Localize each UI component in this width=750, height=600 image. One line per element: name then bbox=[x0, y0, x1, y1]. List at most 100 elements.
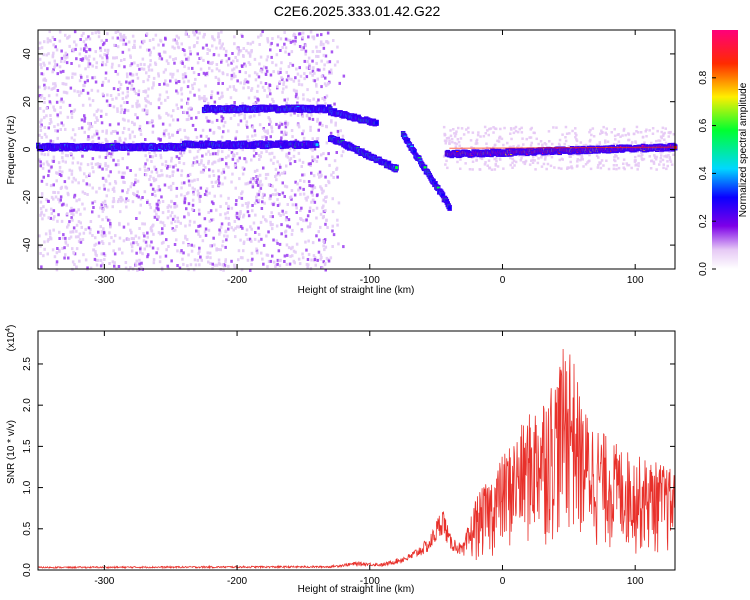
spectrogram-noise-cell bbox=[50, 120, 53, 124]
spectrogram-noise-cell bbox=[311, 69, 315, 73]
spectrogram-noise-cell bbox=[254, 231, 257, 234]
spectrogram-noise-cell bbox=[158, 55, 162, 59]
spectrogram-noise-cell bbox=[541, 143, 544, 146]
spectrogram-noise-cell bbox=[316, 193, 319, 197]
spectrogram-noise-cell bbox=[641, 136, 645, 139]
spectrogram-noise-cell bbox=[72, 208, 76, 212]
spectrogram-noise-cell bbox=[308, 184, 311, 187]
spectrogram-noise-cell bbox=[471, 168, 474, 171]
spectrogram-noise-cell bbox=[46, 199, 50, 203]
spectrogram-noise-cell bbox=[208, 191, 211, 195]
spectrogram-noise-cell bbox=[574, 127, 577, 130]
spectrogram-noise-cell bbox=[82, 40, 86, 44]
spectrogram-noise-cell bbox=[627, 163, 631, 167]
spectrogram-noise-cell bbox=[530, 126, 533, 130]
spectrogram-noise-cell bbox=[55, 260, 59, 264]
spectrogram-noise-cell bbox=[252, 139, 255, 143]
spectrogram-noise-cell bbox=[78, 238, 82, 242]
spectrogram-noise-cell bbox=[601, 131, 604, 134]
spectrogram-noise-cell bbox=[124, 200, 127, 204]
spectrogram-noise-cell bbox=[180, 92, 184, 96]
spectrogram-noise-cell bbox=[284, 46, 288, 50]
spectrogram-noise-cell bbox=[233, 266, 236, 270]
spectrogram-noise-cell bbox=[263, 201, 266, 205]
spectrogram-noise-cell bbox=[250, 227, 253, 231]
spectrogram-noise-cell bbox=[38, 94, 42, 97]
spectrogram-noise-cell bbox=[164, 254, 168, 258]
spectrogram-noise-cell bbox=[235, 211, 239, 215]
spectrogram-noise-cell bbox=[261, 192, 265, 196]
spectrogram-noise-cell bbox=[330, 71, 333, 75]
spectrogram-noise-cell bbox=[129, 228, 132, 232]
spectrogram-noise-cell bbox=[43, 63, 46, 67]
spectrogram-noise-cell bbox=[667, 154, 670, 157]
spectrogram-noise-cell bbox=[101, 80, 105, 84]
spectrogram-noise-cell bbox=[220, 171, 224, 175]
spectrogram-noise-cell bbox=[221, 150, 224, 154]
spectrogram-noise-cell bbox=[138, 167, 142, 171]
spectrogram-noise-cell bbox=[234, 186, 237, 190]
spectrogram-noise-cell bbox=[159, 138, 162, 142]
spectrogram-noise-cell bbox=[319, 43, 323, 47]
spectrogram-noise-cell bbox=[570, 165, 573, 168]
spectrogram-noise-cell bbox=[152, 76, 156, 80]
spectrogram-noise-cell bbox=[258, 153, 261, 157]
spectrogram-noise-cell bbox=[180, 193, 183, 197]
spectrogram-noise-cell bbox=[129, 55, 132, 59]
spectrogram-noise-cell bbox=[161, 221, 165, 225]
spectrogram-noise-cell bbox=[198, 200, 202, 203]
spectrogram-noise-cell bbox=[67, 193, 70, 197]
spectrogram-noise-cell bbox=[59, 99, 63, 103]
spectrogram-noise-cell bbox=[255, 249, 259, 253]
spectrogram-noise-cell bbox=[91, 201, 94, 205]
spectrogram-noise-cell bbox=[224, 53, 228, 57]
spectrogram-noise-cell bbox=[183, 200, 187, 204]
spectrogram-noise-cell bbox=[293, 33, 297, 37]
spectrogram-noise-cell bbox=[222, 47, 226, 51]
spectrogram-noise-cell bbox=[256, 177, 259, 181]
snr-y-label: SNR (10 * v/v) bbox=[6, 420, 17, 484]
spectrogram-noise-cell bbox=[199, 170, 203, 174]
spectrogram-noise-cell bbox=[242, 54, 245, 57]
spectrogram-noise-cell bbox=[97, 31, 101, 35]
spectrogram-noise-cell bbox=[308, 225, 312, 229]
spectrogram-noise-cell bbox=[77, 208, 80, 212]
spectrogram-noise-cell bbox=[178, 266, 182, 270]
spectrogram-noise-cell bbox=[217, 258, 221, 262]
spectrogram-noise-cell bbox=[39, 63, 42, 67]
spectrogram-noise-cell bbox=[327, 259, 331, 263]
spectrogram-noise-cell bbox=[261, 67, 264, 71]
spectrogram-noise-cell bbox=[310, 258, 313, 262]
spectrogram-noise-cell bbox=[132, 87, 136, 91]
spectrogram-noise-cell bbox=[234, 226, 237, 230]
spectrogram-noise-cell bbox=[282, 212, 285, 216]
spectrogram-noise-cell bbox=[57, 161, 61, 165]
spectrogram-noise-cell bbox=[105, 112, 108, 116]
spectrogram-noise-cell bbox=[38, 158, 41, 162]
spectrogram-noise-cell bbox=[283, 31, 286, 34]
spectrogram-noise-cell bbox=[288, 262, 292, 266]
spectrogram-noise-cell bbox=[212, 202, 215, 206]
spectrogram-noise-cell bbox=[464, 162, 467, 165]
spectrogram-noise-cell bbox=[245, 120, 249, 124]
spectrogram-noise-cell bbox=[309, 30, 313, 34]
spectrogram-noise-cell bbox=[141, 196, 144, 199]
spectrogram-noise-cell bbox=[294, 250, 297, 254]
spectrogram-noise-cell bbox=[291, 228, 294, 232]
spectrogram-noise-cell bbox=[144, 154, 147, 158]
spectrogram-noise-cell bbox=[213, 263, 216, 267]
spectrogram-noise-cell bbox=[311, 184, 315, 188]
spectrogram-noise-cell bbox=[564, 136, 567, 139]
spectrogram-noise-cell bbox=[280, 136, 283, 140]
spectrogram-noise-cell bbox=[141, 57, 145, 61]
spectrogram-noise-cell bbox=[70, 169, 74, 173]
spectrogram-noise-cell bbox=[154, 33, 158, 37]
spectrogram-noise-cell bbox=[222, 170, 226, 174]
spectrogram-noise-cell bbox=[271, 37, 274, 41]
spectrogram-noise-cell bbox=[160, 195, 163, 199]
spectrogram-noise-cell bbox=[284, 111, 287, 115]
spectrogram-noise-cell bbox=[65, 55, 69, 59]
spectrogram-noise-cell bbox=[224, 156, 228, 160]
spectrogram-noise-cell bbox=[70, 212, 73, 215]
spectrogram-noise-cell bbox=[159, 38, 162, 42]
